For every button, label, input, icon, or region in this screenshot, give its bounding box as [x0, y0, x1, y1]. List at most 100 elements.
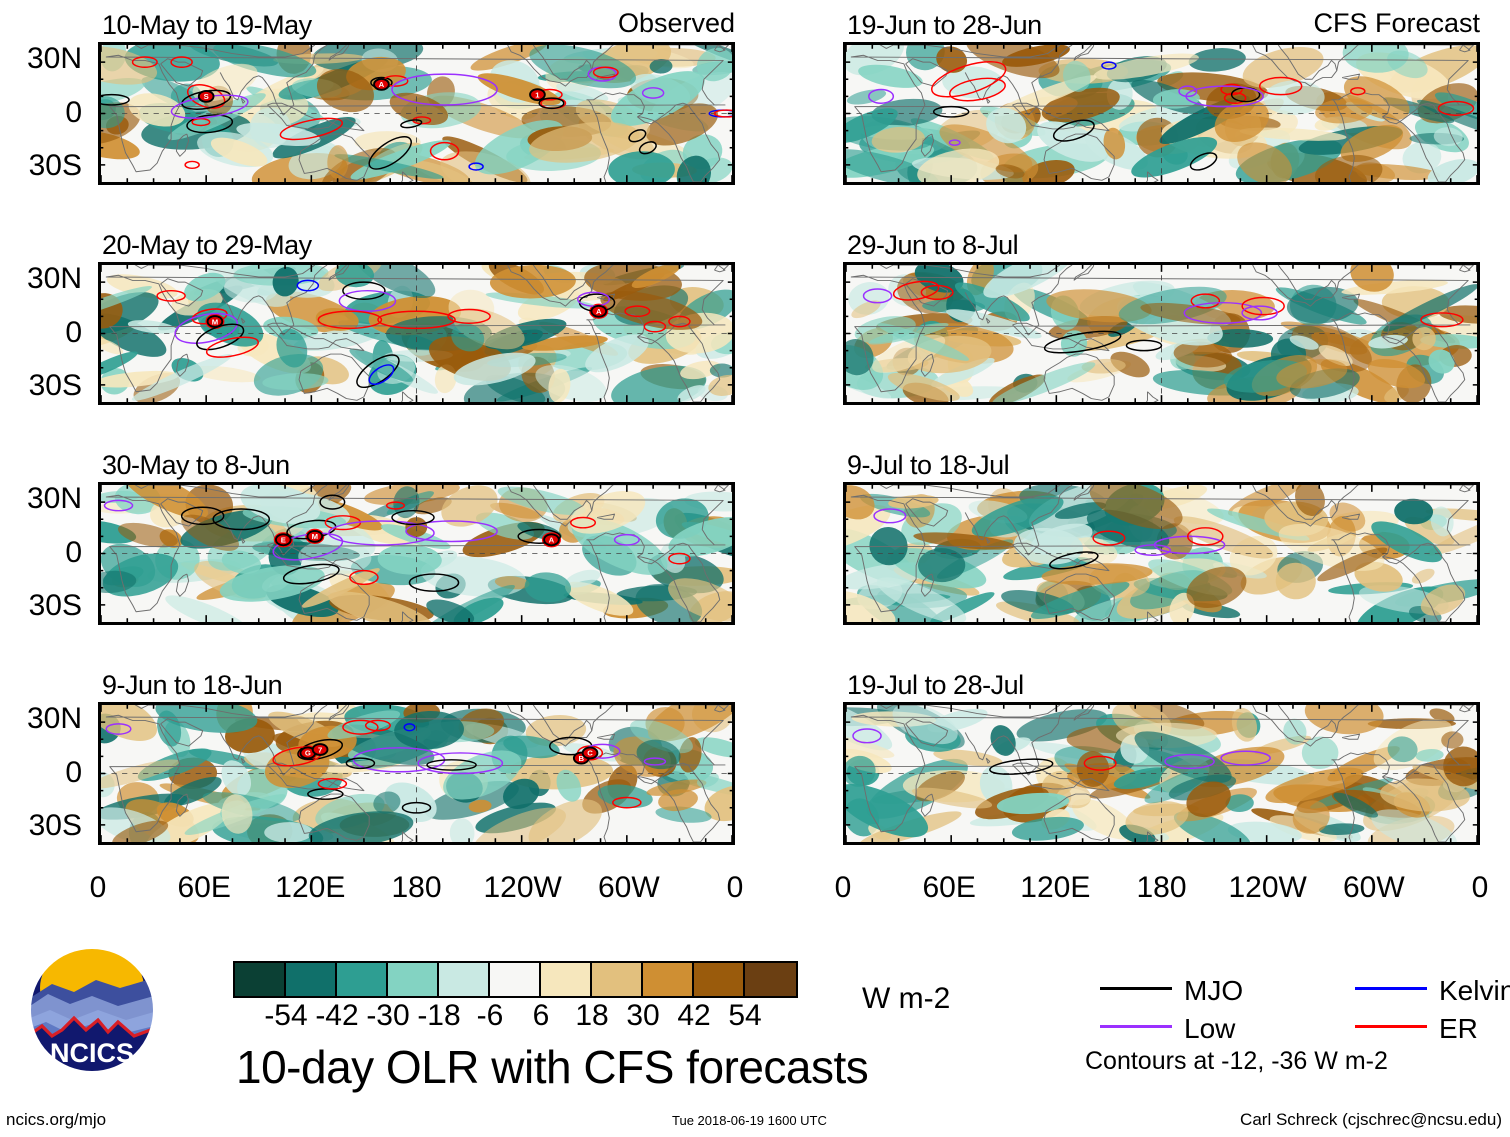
x-tick-label: 120W: [1228, 871, 1307, 904]
coastlines: [850, 265, 1474, 402]
coastlines: [105, 485, 729, 622]
olr-anomaly-shading: [846, 265, 1477, 402]
x-tick-label: 120E: [275, 871, 346, 904]
legend-note: Contours at -12, -36 W m-2: [1085, 1047, 1388, 1075]
map-right-4[interactable]: [843, 702, 1480, 845]
contour-er: [1190, 293, 1221, 309]
storm-label: G: [305, 749, 311, 758]
y-tick-label: 30N: [26, 261, 82, 295]
legend-label-kelvin-x2: Kelvin x2: [1439, 975, 1510, 1006]
y-tick-label: 0: [65, 535, 82, 569]
contour-mjo: [400, 119, 423, 129]
contour-low: [577, 291, 611, 307]
y-tick-label: 30S: [28, 809, 82, 843]
olr-anomaly-shading: [846, 45, 1477, 182]
legend-swatch-mjo: [1100, 987, 1172, 990]
coastlines: [105, 45, 729, 182]
legend-label-er: ER: [1439, 1013, 1478, 1044]
map-canvas: [846, 705, 1477, 842]
footer-center: Tue 2018-06-19 1600 UTC: [672, 1113, 827, 1128]
storm-label: B: [578, 754, 584, 763]
x-tick-label: 120E: [1020, 871, 1091, 904]
storm-markers: MA: [206, 304, 608, 328]
colorbar-swatch: [694, 963, 745, 996]
wave-contours: [103, 494, 691, 592]
wave-contours: [873, 508, 1226, 570]
y-tick-label: 30S: [28, 149, 82, 183]
contour-er: [1258, 76, 1303, 96]
storm-symbol: [373, 77, 390, 91]
contour-er: [592, 66, 619, 79]
contour-er: [273, 532, 293, 548]
x-tick-label: 60E: [922, 871, 976, 904]
y-tick-label: 30N: [26, 481, 82, 515]
contour-er: [364, 719, 391, 732]
legend-swatch-er: [1355, 1025, 1427, 1028]
map-canvas: [846, 45, 1477, 182]
contour-mjo: [426, 759, 477, 771]
colorbar-tick-label: 18: [575, 999, 609, 1032]
contour-er: [170, 56, 193, 68]
map-right-2[interactable]: [843, 262, 1480, 405]
storm-label: A: [549, 536, 555, 545]
contour-er: [624, 305, 651, 318]
footer-left[interactable]: ncics.org/mjo: [6, 1110, 107, 1129]
legend-label-low: Low: [1184, 1013, 1236, 1044]
contour-mjo: [319, 494, 346, 510]
x-tick-label: 60E: [177, 871, 231, 904]
y-tick-label: 0: [65, 315, 82, 349]
contour-low: [103, 499, 134, 512]
contour-mjo: [342, 281, 386, 300]
contour-er: [156, 289, 186, 302]
contour-mjo: [408, 573, 460, 592]
map-left-1[interactable]: S A 1: [98, 42, 735, 185]
map-canvas: [846, 265, 1477, 402]
axis-ticks: [846, 705, 1477, 842]
colorbar-swatch: [643, 963, 694, 996]
contour-low: [338, 289, 397, 312]
contour-low: [862, 288, 893, 304]
legend-label-mjo: MJO: [1184, 975, 1244, 1006]
ncics-logo: NCICS: [22, 940, 162, 1080]
contour-mjo: [1189, 152, 1218, 171]
y-tick-label: 30S: [28, 589, 82, 623]
panel-title-right-4: 19-Jul to 28-Jul: [847, 670, 1024, 700]
contour-low: [391, 73, 498, 106]
contour-er: [191, 117, 211, 127]
axis-ticks: [101, 45, 732, 182]
contour-kelvin: [296, 279, 320, 292]
storm-symbol: [206, 315, 224, 328]
axis-ticks: [101, 705, 732, 842]
contour-kelvin: [1101, 61, 1117, 70]
map-right-1[interactable]: [843, 42, 1480, 185]
wave-contours: [101, 56, 732, 171]
contour-er: [1350, 87, 1366, 96]
footer-right: Carl Schreck (cjschrec@ncsu.edu): [1240, 1110, 1502, 1129]
contour-mjo: [517, 528, 561, 544]
contour-er: [643, 320, 667, 333]
storm-label: S: [204, 92, 209, 101]
olr-anomaly-shading: [101, 485, 732, 622]
colorbar-tick-label: -6: [476, 999, 504, 1032]
contour-low: [174, 312, 238, 344]
contour-low: [405, 520, 498, 543]
coastlines: [850, 45, 1474, 182]
contour-er: [1187, 527, 1224, 546]
panel-title-left-3: 30-May to 8-Jun: [102, 450, 290, 480]
colorbar-tick-label: 6: [532, 999, 550, 1032]
contour-low: [852, 728, 882, 744]
map-right-3[interactable]: [843, 482, 1480, 625]
contour-er: [920, 284, 954, 300]
contour-mjo: [180, 506, 225, 526]
wave-contours: [862, 280, 1464, 354]
x-tick-label: 0: [726, 871, 744, 904]
x-tick-label: 180: [1136, 871, 1187, 904]
storm-label: 7: [318, 745, 322, 754]
contour-mjo: [101, 93, 130, 106]
y-tick-label: 0: [65, 755, 82, 789]
storm-symbol: [274, 533, 292, 547]
